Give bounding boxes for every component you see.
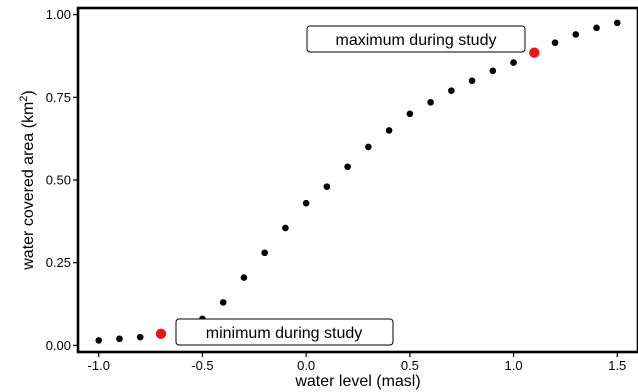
data-point	[116, 335, 123, 343]
x-axis-ticks: -1.0 -0.5 0.0 0.5 1.0 1.5	[88, 352, 626, 373]
data-point	[282, 224, 289, 232]
data-point	[219, 299, 227, 306]
plot-area	[76, 6, 638, 354]
x-tick-label: -1.0	[88, 358, 110, 373]
y-axis-title: water covered area (km2)	[18, 90, 37, 271]
data-point	[385, 127, 393, 134]
x-tick-label: 0.0	[297, 358, 315, 373]
data-points	[95, 19, 621, 344]
data-point	[427, 98, 434, 106]
data-point	[95, 337, 103, 344]
data-point	[302, 199, 310, 207]
x-tick-label: 0.5	[401, 358, 419, 373]
data-point	[365, 143, 372, 151]
x-tick-label: 1.0	[505, 358, 523, 373]
y-axis-ticks: 0.00 0.25 0.50 0.75 1.00	[46, 7, 78, 353]
data-point	[261, 249, 268, 257]
data-point	[593, 24, 600, 32]
y-tick-label: 0.75	[46, 90, 71, 105]
data-point	[613, 19, 621, 27]
y-axis-title-superscript: 2	[18, 96, 30, 102]
y-tick-label: 1.00	[46, 7, 71, 22]
data-point	[323, 183, 331, 190]
data-point	[344, 163, 351, 171]
data-point	[468, 77, 476, 85]
annotation-maximum-label: maximum during study	[336, 32, 497, 49]
data-point	[572, 31, 580, 38]
x-axis-title: water level (masl)	[294, 373, 420, 390]
highlight-point	[529, 47, 540, 58]
y-axis-title-main: water covered area (km	[20, 102, 37, 271]
x-tick-label: 1.5	[608, 358, 626, 373]
annotation-minimum: minimum during study	[175, 318, 394, 346]
y-tick-label: 0.00	[46, 338, 71, 353]
data-point	[551, 39, 559, 47]
x-tick-label: -0.5	[191, 358, 213, 373]
annotation-maximum: maximum during study	[306, 25, 526, 53]
annotation-minimum-box	[175, 318, 394, 346]
data-point	[406, 110, 414, 118]
highlight-point	[155, 328, 167, 340]
data-point	[240, 274, 248, 281]
y-tick-label: 0.25	[46, 255, 71, 270]
data-point	[448, 87, 455, 94]
data-point	[489, 67, 497, 75]
data-point	[136, 333, 144, 341]
y-axis-title-end: )	[20, 90, 37, 95]
y-tick-label: 0.50	[46, 173, 71, 188]
annotation-maximum-box	[306, 25, 526, 53]
annotation-minimum-label: minimum during study	[206, 325, 363, 342]
data-point	[510, 59, 517, 66]
plot-frame	[76, 6, 638, 354]
